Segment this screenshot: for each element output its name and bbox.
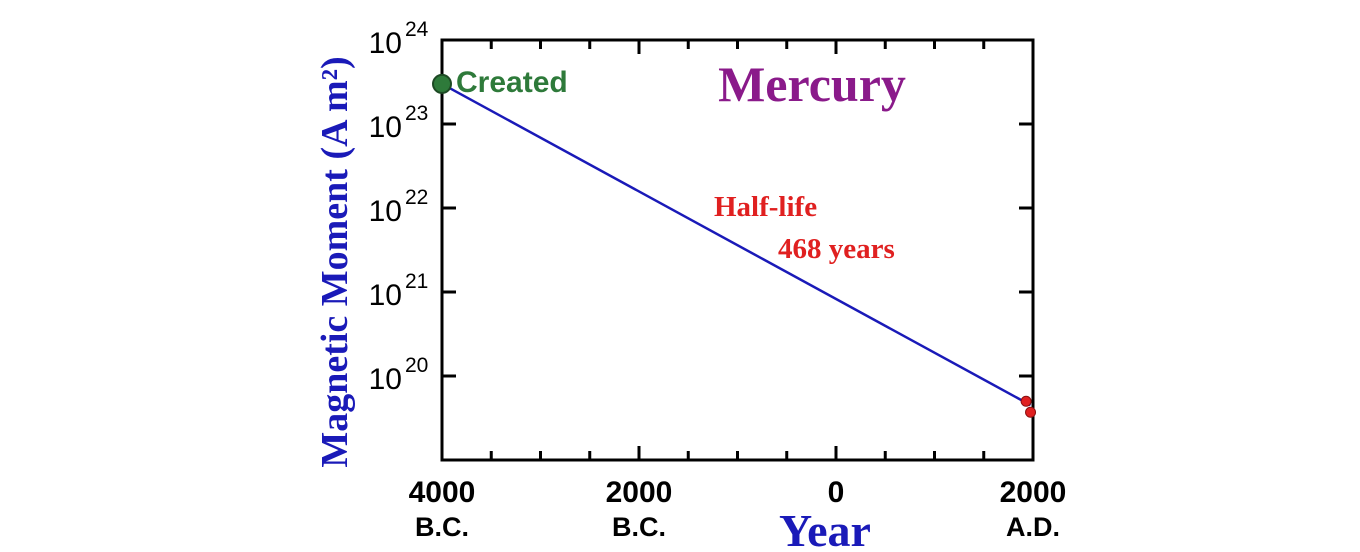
- y-axis-label: Magnetic Moment (A m²): [314, 56, 356, 467]
- x-tick-era: A.D.: [1006, 512, 1060, 542]
- measurement-point: [1025, 406, 1037, 418]
- created-label: Created: [456, 66, 568, 99]
- x-tick-label: 4000: [409, 476, 476, 509]
- x-tick-label: 2000: [1000, 476, 1067, 509]
- half-life-value: 468 years: [778, 233, 895, 265]
- x-tick-label: 2000: [606, 476, 673, 509]
- x-tick-era: B.C.: [612, 512, 666, 542]
- y-tick-exponent: 20: [405, 354, 428, 377]
- y-tick-label: 10: [369, 111, 402, 144]
- y-tick-exponent: 24: [405, 18, 429, 41]
- y-tick-label: 10: [369, 363, 402, 396]
- x-axis-label: Year: [779, 505, 871, 552]
- y-tick-label: 10: [369, 279, 402, 312]
- half-life-label: Half-life: [714, 191, 817, 223]
- x-tick-label: 0: [828, 476, 845, 509]
- y-tick-label: 10: [369, 27, 402, 60]
- decay-line: [441, 82, 1032, 407]
- y-tick-exponent: 22: [405, 186, 428, 209]
- x-tick-era: B.C.: [415, 512, 469, 542]
- chart-title: Mercury: [718, 56, 906, 112]
- y-tick-label: 10: [369, 195, 402, 228]
- data-marks: [432, 73, 1037, 418]
- tick-group: [440, 38, 1035, 460]
- measurement-point: [1020, 395, 1032, 407]
- created-point: [432, 73, 452, 94]
- y-tick-exponent: 21: [405, 270, 428, 293]
- y-tick-exponent: 23: [405, 102, 428, 125]
